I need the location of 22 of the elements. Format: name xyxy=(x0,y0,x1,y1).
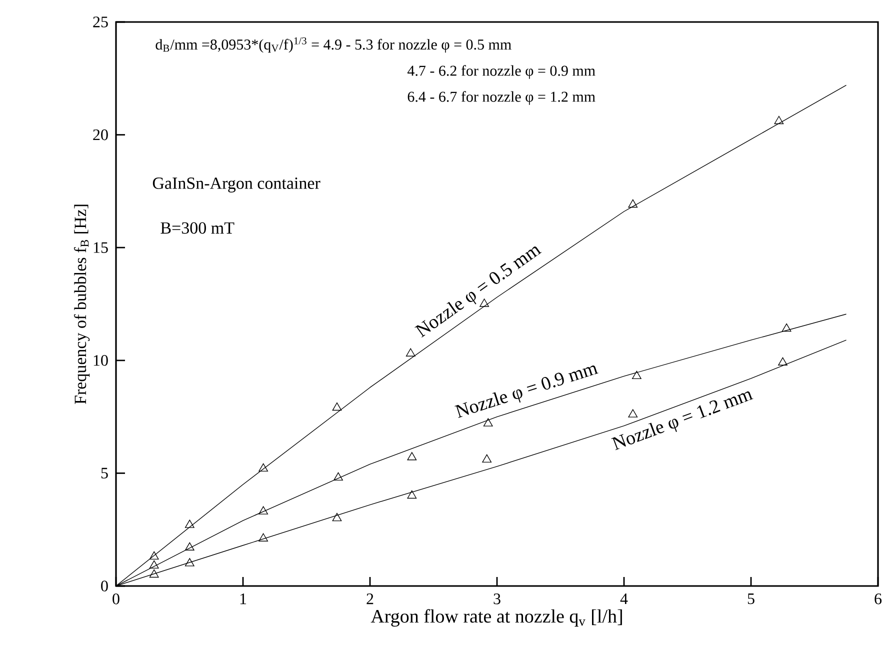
text: Nozzle φ = 0.9 mm xyxy=(454,365,598,418)
y-tick-label: 20 xyxy=(93,129,108,140)
y-tick-label: 5 xyxy=(101,468,108,479)
annotation: GaInSn-Argon container xyxy=(152,178,320,192)
y-tick-label: 15 xyxy=(94,242,108,253)
annotation: d$_{B}$/mm =8,0953*(q$_{V}$/f)$^{1/3}$ = 4.9 - 5.3 for nozzle φ = 0.5 mm xyxy=(156,37,512,53)
x-axis-title: Argon flow rate at nozzle q$_{v}$ [l/h] xyxy=(370,609,622,627)
x-tick-label: 0 xyxy=(112,594,120,604)
annotation: 6.4 - 6.7 for nozzle φ = 1.2 mm xyxy=(408,91,596,105)
y-tick-label: 0 xyxy=(101,580,108,592)
x-tick-label: 4 xyxy=(620,594,628,604)
x-tick-label: 6 xyxy=(874,594,882,604)
y-tick-label: 25 xyxy=(93,16,108,28)
x-tick-label: 1 xyxy=(240,594,246,604)
y-tick-label: 10 xyxy=(94,355,108,366)
annotation: B=300 mT xyxy=(160,222,234,234)
y-axis-title: Frequency of bubbles f$_{B}$ [Hz] xyxy=(74,204,90,404)
x-tick-label: 5 xyxy=(748,594,754,604)
text: Nozzle φ = 1.2 mm xyxy=(611,391,754,450)
x-tick-label: 2 xyxy=(366,594,374,604)
x-tick-label: 3 xyxy=(494,594,500,604)
annotation: 4.7 - 6.2 for nozzle φ = 0.9 mm xyxy=(408,65,596,79)
